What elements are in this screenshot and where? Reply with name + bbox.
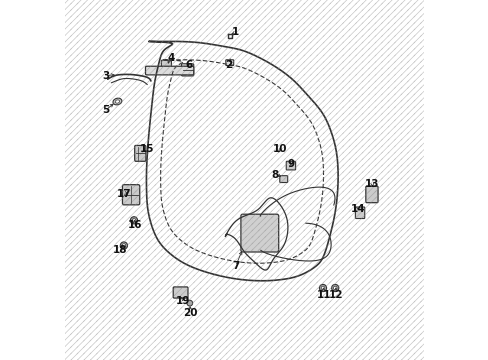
Text: 2: 2 [224, 60, 231, 70]
Circle shape [333, 286, 336, 290]
FancyBboxPatch shape [173, 287, 187, 298]
FancyBboxPatch shape [225, 60, 233, 66]
Text: 17: 17 [116, 189, 131, 199]
Text: 16: 16 [127, 220, 142, 230]
Text: 20: 20 [183, 308, 197, 318]
Text: 4: 4 [167, 53, 174, 63]
Text: 11: 11 [316, 290, 330, 300]
Ellipse shape [115, 100, 119, 103]
Text: 13: 13 [365, 179, 379, 189]
Circle shape [331, 284, 338, 292]
FancyBboxPatch shape [355, 207, 364, 219]
Text: 12: 12 [328, 290, 343, 300]
FancyBboxPatch shape [181, 64, 193, 76]
Text: 1: 1 [231, 27, 239, 37]
Circle shape [319, 284, 326, 292]
Circle shape [321, 286, 324, 290]
Text: 5: 5 [102, 105, 109, 115]
FancyBboxPatch shape [145, 66, 193, 75]
Circle shape [120, 242, 127, 249]
FancyBboxPatch shape [279, 176, 287, 183]
Ellipse shape [113, 98, 122, 105]
Circle shape [186, 300, 192, 306]
Text: 15: 15 [140, 144, 154, 154]
Text: 6: 6 [184, 60, 192, 70]
Text: 3: 3 [102, 71, 109, 81]
Text: 9: 9 [287, 159, 294, 169]
FancyBboxPatch shape [134, 145, 145, 161]
Text: 10: 10 [273, 144, 287, 154]
FancyBboxPatch shape [365, 186, 377, 203]
FancyBboxPatch shape [122, 185, 140, 205]
Text: 14: 14 [350, 204, 365, 214]
Circle shape [122, 244, 125, 247]
FancyBboxPatch shape [161, 60, 171, 73]
Text: 18: 18 [113, 245, 127, 255]
Text: 7: 7 [231, 261, 239, 271]
Circle shape [132, 219, 136, 222]
Text: 19: 19 [176, 296, 190, 306]
FancyBboxPatch shape [241, 214, 278, 252]
Circle shape [130, 217, 137, 224]
FancyBboxPatch shape [285, 161, 295, 170]
Text: 8: 8 [271, 170, 278, 180]
